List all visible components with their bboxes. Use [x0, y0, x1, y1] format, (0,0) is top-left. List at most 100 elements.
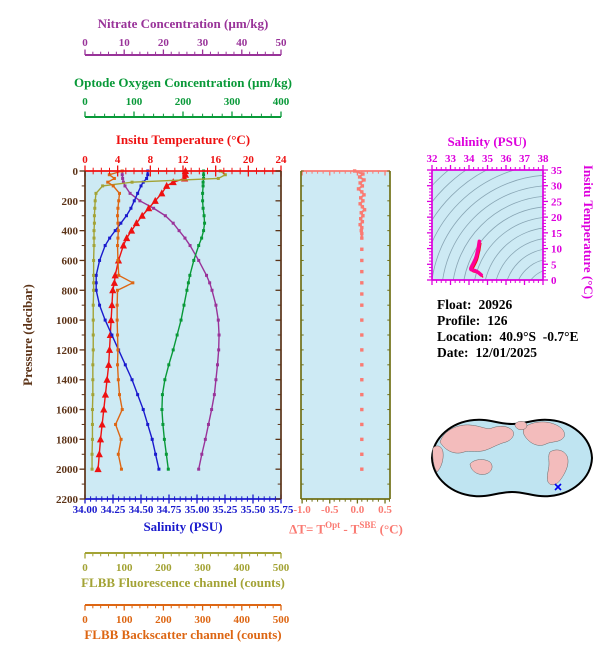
nitrate-profile-curve: [120, 169, 221, 471]
svg-text:20: 20: [158, 37, 170, 49]
delta-t-right-frame: [387, 170, 391, 500]
svg-text:12: 12: [178, 154, 190, 166]
svg-text:35.50: 35.50: [241, 504, 266, 516]
svg-text:10: 10: [119, 37, 131, 49]
backscatter-axis-title: FLBB Backscatter channel (counts): [84, 627, 282, 642]
svg-text:0: 0: [82, 96, 88, 108]
svg-text:100: 100: [126, 96, 143, 108]
ts-plot-area: [432, 170, 543, 280]
svg-text:35.00: 35.00: [185, 504, 210, 516]
svg-text:0: 0: [82, 562, 88, 574]
svg-text:30: 30: [551, 181, 563, 193]
delta-t-panel: -1.0 -0.5 0.0 0.5: [293, 169, 392, 516]
svg-text:5: 5: [551, 259, 557, 271]
svg-text:200: 200: [155, 562, 172, 574]
svg-text:300: 300: [194, 614, 211, 626]
svg-text:40: 40: [236, 37, 248, 49]
svg-text:1400: 1400: [56, 375, 79, 387]
svg-text:0: 0: [551, 275, 557, 287]
svg-text:0.0: 0.0: [351, 504, 365, 516]
svg-text:36: 36: [501, 153, 513, 165]
svg-text:1000: 1000: [56, 315, 79, 327]
svg-text:10: 10: [551, 244, 563, 256]
svg-text:800: 800: [62, 285, 79, 297]
svg-text:34.00: 34.00: [73, 504, 98, 516]
svg-text:400: 400: [234, 562, 251, 574]
svg-text:4: 4: [115, 154, 121, 166]
svg-text:0: 0: [82, 37, 88, 49]
svg-text:1600: 1600: [56, 405, 79, 417]
svg-text:200: 200: [155, 614, 172, 626]
svg-text:20: 20: [243, 154, 255, 166]
delta-t-curve: [352, 169, 367, 471]
svg-text:1800: 1800: [56, 434, 79, 446]
svg-text:0.5: 0.5: [378, 504, 392, 516]
svg-text:500: 500: [273, 614, 290, 626]
float-info: Float: 20926 Profile: 126 Location: 40.9°S …: [437, 297, 579, 361]
oxygen-profile-curve: [160, 169, 207, 471]
date-line: Date: 12/01/2025: [437, 345, 537, 360]
pressure-axis-title: Pressure (decibar): [20, 284, 35, 386]
svg-text:2200: 2200: [56, 494, 79, 506]
svg-text:1200: 1200: [56, 345, 79, 357]
svg-text:30: 30: [197, 37, 209, 49]
svg-text:200: 200: [62, 196, 79, 208]
svg-text:200: 200: [175, 96, 192, 108]
svg-text:300: 300: [224, 96, 241, 108]
temperature-axis-title: Insitu Temperature (°C): [115, 132, 251, 147]
svg-text:-0.5: -0.5: [321, 504, 339, 516]
ts-salinity-top-axis: 32 33 34 35 36 37 38: [427, 153, 550, 171]
delta-t-bottom-axis: -1.0 -0.5 0.0 0.5: [293, 498, 392, 516]
svg-text:8: 8: [148, 154, 154, 166]
svg-text:35: 35: [482, 153, 494, 165]
delta-t-left-frame: [300, 170, 304, 500]
svg-text:400: 400: [62, 226, 79, 238]
svg-text:34.25: 34.25: [101, 504, 126, 516]
ts-temperature-axis-title: Insitu Temperature (°C): [581, 164, 596, 300]
svg-text:20: 20: [551, 212, 563, 224]
oxygen-axis: 0 100 200 300 400: [82, 96, 290, 118]
pressure-axis-left: 0 200 400 600 800 1000 1200 1400 1600 1800 2000 220…: [56, 166, 86, 506]
map-land: [432, 421, 569, 486]
float-location-marker: [554, 483, 562, 491]
svg-text:24: 24: [276, 154, 288, 166]
svg-text:16: 16: [210, 154, 222, 166]
pressure-axis-right: [275, 170, 282, 500]
svg-text:25: 25: [551, 196, 563, 208]
ts-panel: 32 33 34 35 36 37 38 0 5 10 15 20 25 30 35: [427, 153, 563, 287]
backscatter-axis: 0 100 200 300 400 500: [82, 604, 290, 626]
delta-t-axis-title: ΔT= TOpt - TSBE (°C): [289, 520, 403, 537]
world-map: [430, 418, 594, 498]
svg-text:35: 35: [551, 165, 563, 177]
svg-text:34.50: 34.50: [129, 504, 154, 516]
svg-text:0: 0: [73, 166, 79, 178]
location-line: Location: 40.9°S -0.7°E: [437, 329, 579, 344]
profile-panel: 0 4 8 12 16 20 24 34.00 34.25 34.50 34.75 35.00 35.2…: [56, 37, 294, 626]
svg-text:50: 50: [276, 37, 288, 49]
svg-text:100: 100: [116, 614, 133, 626]
ts-temp-right-axis: 0 5 10 15 20 25 30 35: [542, 165, 563, 287]
profile-number-line: Profile: 126: [437, 313, 508, 328]
fluorescence-axis-title: FLBB Fluorescence channel (counts): [81, 575, 285, 590]
svg-text:300: 300: [194, 562, 211, 574]
svg-text:38: 38: [538, 153, 550, 165]
ts-salinity-bottom-axis: [431, 279, 544, 285]
svg-text:-1.0: -1.0: [293, 504, 311, 516]
svg-text:0: 0: [82, 614, 88, 626]
svg-text:600: 600: [62, 255, 79, 267]
svg-text:500: 500: [273, 562, 290, 574]
salinity-profile-curve: [94, 169, 161, 471]
svg-text:2000: 2000: [56, 464, 79, 476]
svg-text:400: 400: [273, 96, 290, 108]
ts-curve-profile: [469, 239, 484, 277]
fluorescence-profile-curve: [90, 169, 227, 471]
ts-salinity-axis-title: Salinity (PSU): [447, 134, 527, 149]
svg-text:100: 100: [116, 562, 133, 574]
delta-t-plot-area: [301, 171, 390, 499]
svg-text:32: 32: [427, 153, 439, 165]
svg-text:400: 400: [234, 614, 251, 626]
ts-temp-left-axis: [427, 169, 433, 281]
salinity-axis-title: Salinity (PSU): [143, 519, 223, 534]
